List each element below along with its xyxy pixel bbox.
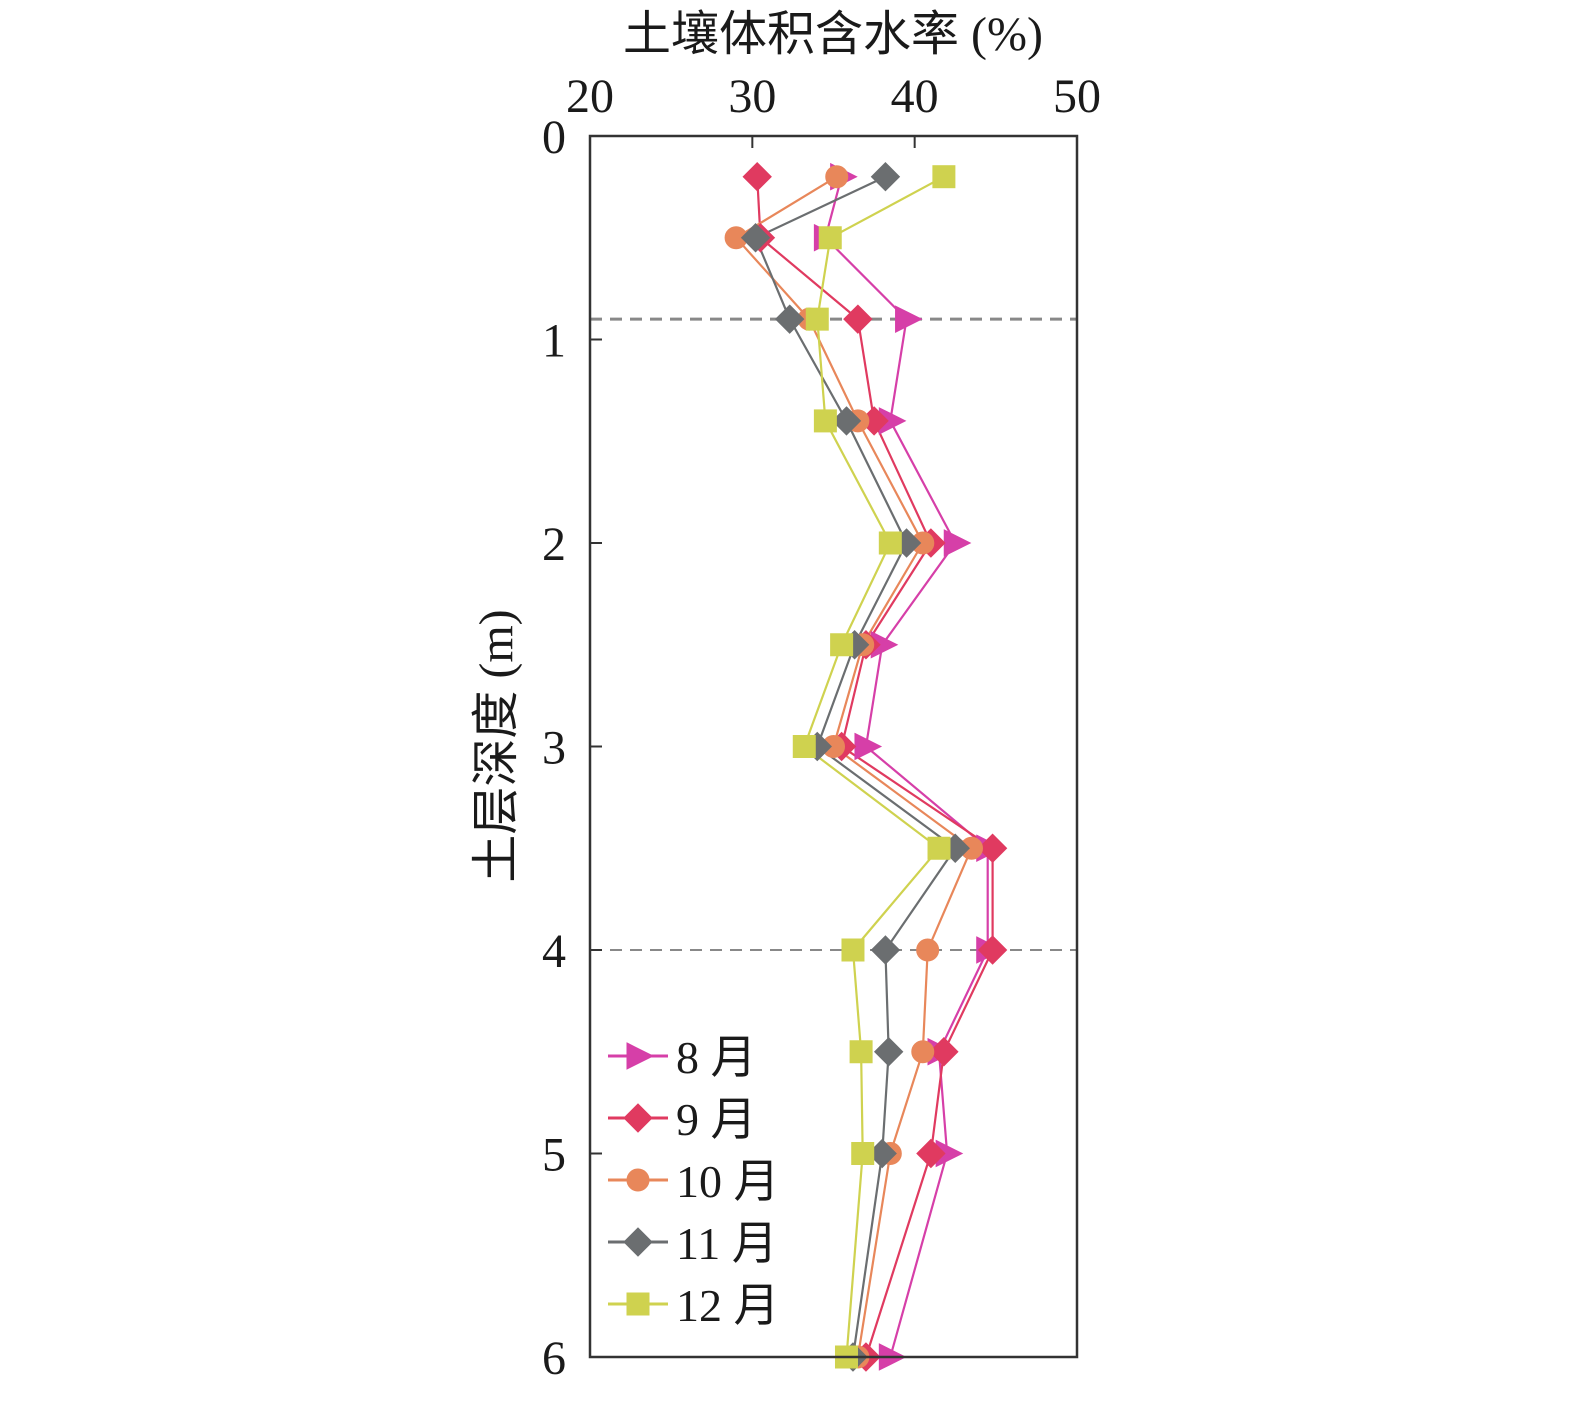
y-tick-label: 4	[542, 925, 566, 978]
legend: 8 月 9 月 10 月 11 月 12 月	[608, 1032, 780, 1331]
legend-marker	[626, 1168, 650, 1192]
data-point-series-3	[911, 1040, 935, 1064]
data-point-series-3	[916, 938, 940, 962]
data-point-series-4	[870, 161, 901, 192]
data-point-series-5	[932, 165, 956, 189]
series-markers	[724, 161, 1008, 1372]
data-point-series-5	[818, 226, 842, 250]
legend-label: 10 月	[676, 1156, 780, 1207]
series-line-1	[824, 176, 989, 1358]
series-line-3	[734, 175, 973, 1358]
data-point-series-5	[927, 836, 951, 860]
x-tick-label: 50	[1053, 70, 1101, 123]
x-axis-ticks: 20 30 40 50	[566, 70, 1101, 148]
x-axis-title: 土壤体积含水率 (%)	[623, 8, 1043, 61]
series-lines	[734, 175, 994, 1358]
series-line-5	[802, 175, 945, 1358]
y-tick-label: 3	[542, 722, 566, 775]
y-tick-label: 6	[542, 1332, 566, 1385]
data-point-series-5	[813, 409, 837, 433]
x-tick-label: 40	[891, 70, 939, 123]
data-point-series-4	[740, 223, 771, 253]
legend-label: 8 月	[676, 1032, 757, 1083]
data-point-series-2	[916, 1138, 946, 1169]
y-tick-label: 5	[542, 1129, 566, 1182]
y-tick-label: 1	[542, 315, 566, 368]
series-line-4	[754, 175, 957, 1358]
x-tick-label: 30	[728, 70, 776, 123]
legend-label: 9 月	[676, 1094, 757, 1145]
data-point-series-5	[830, 633, 854, 657]
x-tick-label: 20	[566, 70, 614, 123]
y-tick-label: 2	[542, 518, 566, 571]
data-point-series-4	[831, 406, 862, 436]
data-point-series-1	[895, 305, 923, 333]
data-point-series-4	[870, 935, 901, 965]
legend-label: 11 月	[676, 1218, 778, 1269]
y-axis-title: 土层深度 (m)	[470, 609, 523, 882]
data-point-series-5	[792, 735, 816, 758]
data-point-series-2	[977, 935, 1008, 965]
legend-marker	[623, 1227, 653, 1257]
legend-marker	[626, 1042, 655, 1070]
legend-marker	[623, 1103, 653, 1133]
data-point-series-1	[943, 529, 972, 557]
data-point-series-2	[843, 304, 873, 334]
data-point-series-4	[873, 1037, 904, 1067]
y-axis-ticks: 0 1 2 3 4 5 6	[542, 111, 602, 1385]
data-point-series-2	[929, 1037, 959, 1067]
data-point-series-5	[878, 531, 902, 555]
data-point-series-5	[805, 307, 829, 331]
data-point-series-3	[825, 165, 849, 189]
data-point-series-5	[851, 1142, 875, 1165]
data-point-series-2	[977, 833, 1008, 863]
data-point-series-2	[742, 161, 772, 192]
series-line-2	[756, 176, 994, 1358]
legend-label: 12 月	[676, 1280, 780, 1331]
data-point-series-5	[849, 1040, 873, 1064]
data-point-series-5	[841, 938, 865, 962]
y-tick-label: 0	[542, 111, 566, 164]
legend-marker	[626, 1292, 650, 1316]
data-point-series-4	[774, 304, 805, 334]
